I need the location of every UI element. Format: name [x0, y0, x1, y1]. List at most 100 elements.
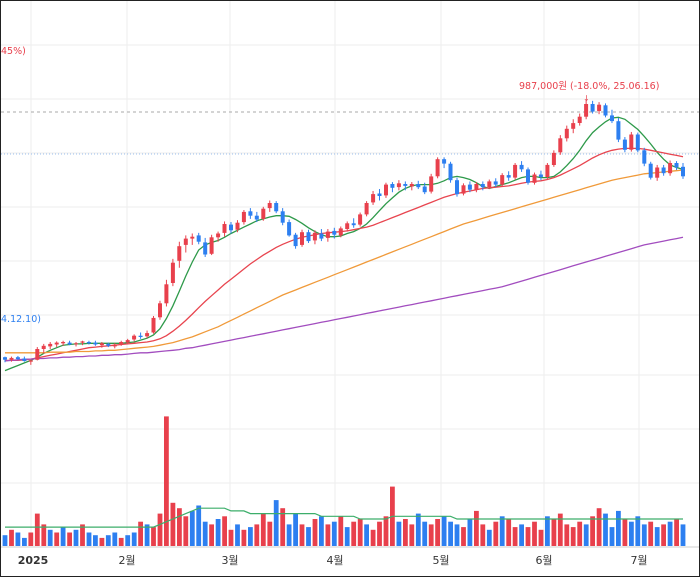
volume-bar	[235, 524, 240, 546]
volume-bar	[629, 521, 634, 546]
candle-body	[254, 215, 259, 220]
candle	[487, 179, 492, 190]
candle-body	[267, 203, 272, 209]
candle-body	[112, 344, 117, 347]
candle	[590, 100, 595, 114]
candle-body	[80, 341, 85, 343]
candle-body	[170, 262, 175, 283]
candle-body	[351, 223, 356, 226]
candle	[274, 201, 279, 214]
candle	[145, 330, 150, 339]
candle-body	[3, 357, 7, 360]
candle	[196, 232, 201, 245]
volume-bar	[34, 513, 40, 546]
candle-body	[642, 150, 647, 164]
volume-bar	[228, 529, 234, 546]
candle	[99, 342, 104, 348]
candle-body	[668, 163, 673, 174]
volume-bar	[680, 524, 686, 546]
volume-bar	[661, 524, 666, 546]
candle	[603, 103, 608, 118]
candle-body	[584, 104, 589, 117]
candle-body	[358, 214, 363, 225]
candle	[48, 342, 53, 349]
candle-body	[132, 335, 137, 340]
volume-bar	[409, 524, 415, 546]
candle-body	[371, 194, 376, 203]
candle-body	[119, 342, 124, 344]
candle-body	[151, 317, 156, 333]
candle-body	[93, 342, 98, 345]
volume-bar	[506, 519, 512, 546]
volume-bar	[609, 527, 615, 546]
candle-body	[461, 185, 466, 194]
candle-body	[590, 104, 595, 112]
candle	[500, 173, 505, 187]
candle	[125, 338, 130, 345]
candle-body	[138, 335, 143, 337]
candle-body	[526, 169, 530, 183]
candle-body	[416, 184, 421, 188]
candle-body	[480, 184, 485, 188]
candle	[409, 182, 414, 191]
candle	[571, 119, 576, 134]
candle	[112, 343, 117, 349]
candle	[267, 200, 272, 212]
volume-bar	[248, 527, 253, 546]
candle	[545, 163, 550, 179]
volume-bar	[9, 529, 14, 546]
candle	[9, 356, 14, 362]
candle	[506, 171, 511, 181]
volume-bar	[551, 519, 557, 546]
candle	[306, 229, 311, 243]
volume-bar	[422, 521, 428, 546]
candle	[254, 211, 259, 223]
candle-body	[571, 123, 576, 129]
candle	[655, 164, 660, 181]
candle	[390, 182, 395, 193]
volume-bar	[532, 521, 537, 546]
candle-body	[22, 358, 27, 361]
volume-bar	[118, 537, 124, 546]
candle-body	[203, 242, 208, 255]
candle-body	[655, 167, 660, 178]
volume-bar	[583, 524, 589, 546]
candle-body	[506, 175, 511, 178]
ma-line-1	[4, 116, 684, 372]
volume-bar	[338, 516, 344, 546]
volume-ma-line	[5, 507, 683, 528]
candle-body	[183, 238, 188, 245]
candle	[364, 201, 369, 217]
volume-bar	[428, 524, 434, 546]
candle	[132, 334, 137, 342]
volume-bar	[331, 521, 337, 546]
candle	[442, 157, 447, 169]
volume-bar	[125, 535, 131, 546]
candle-body	[216, 233, 221, 238]
candle-body	[196, 235, 201, 242]
candle	[538, 170, 543, 181]
volume-bar	[351, 521, 357, 546]
high-price-label: 987,000원 (-18.0%, 25.06.16)	[519, 81, 659, 92]
candle	[61, 340, 66, 346]
candle	[448, 161, 453, 183]
candle-body	[467, 184, 472, 190]
x-axis-ticks: 2025 2월 3월 4월 5월 6월 7월	[18, 554, 648, 567]
x-tick-label: 5월	[432, 554, 449, 567]
candle-body	[99, 343, 104, 346]
volume-bar	[131, 532, 137, 546]
candle	[209, 234, 214, 256]
candle-body	[280, 211, 285, 223]
candle-body	[474, 184, 479, 190]
candle-body	[442, 159, 447, 164]
candle-body	[597, 104, 602, 111]
candle	[106, 342, 111, 348]
candle-body	[312, 232, 317, 241]
candle	[668, 160, 673, 176]
volume-bar	[15, 532, 21, 546]
volume-bar	[519, 524, 524, 546]
volume-bar	[674, 519, 679, 546]
candle-body	[74, 343, 78, 345]
candle-body	[9, 357, 14, 360]
volume-bar	[2, 535, 8, 546]
